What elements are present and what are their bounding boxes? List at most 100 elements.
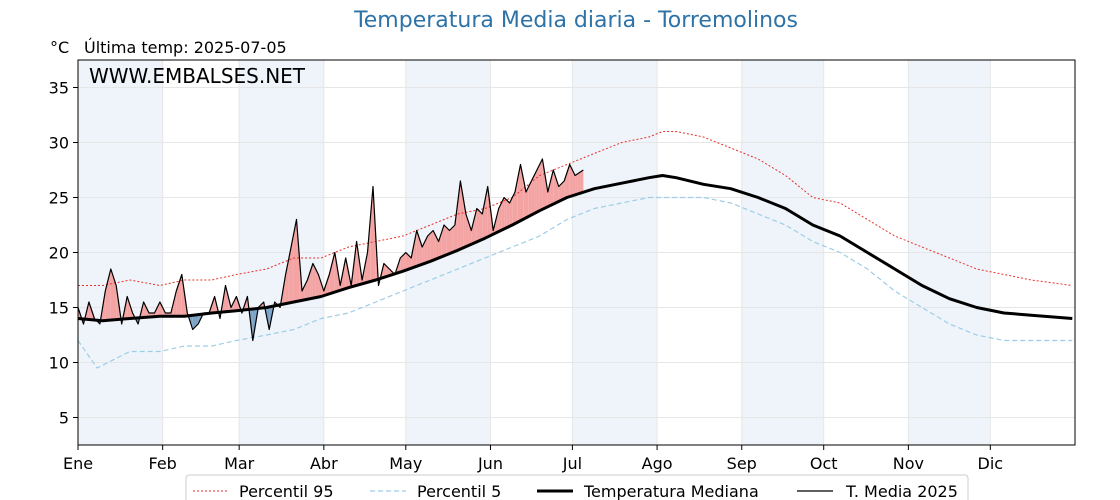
anomaly-fill — [195, 314, 199, 327]
anomaly-fill — [566, 164, 570, 198]
anomaly-fill — [433, 230, 436, 261]
anomaly-fill — [449, 227, 453, 254]
anomaly-fill — [408, 255, 412, 270]
anomaly-fill — [367, 219, 371, 283]
y-unit-label: °C — [50, 38, 70, 57]
anomaly-fill — [405, 252, 409, 271]
anomaly-fill — [479, 211, 483, 241]
anomaly-fill — [159, 302, 163, 317]
anomaly-fill — [539, 159, 543, 211]
y-tick-label: 25 — [49, 189, 69, 208]
anomaly-fill — [427, 233, 431, 263]
legend-label: T. Media 2025 — [845, 482, 958, 500]
anomaly-fill — [471, 219, 475, 245]
anomaly-fill — [310, 263, 313, 299]
x-tick-label: Ene — [63, 454, 93, 473]
anomaly-fill — [192, 314, 196, 330]
anomaly-fill — [296, 219, 300, 302]
anomaly-fill — [288, 247, 292, 304]
y-axis-ticks: 5 10 15 20 25 30 35 — [49, 79, 78, 428]
y-tick-label: 20 — [49, 244, 69, 263]
anomaly-fill — [501, 197, 505, 231]
x-tick-label: Mar — [224, 454, 255, 473]
anomaly-fill — [329, 263, 333, 294]
legend-label: Temperatura Mediana — [583, 482, 759, 500]
anomaly-fill — [416, 230, 420, 267]
anomaly-fill — [536, 164, 540, 213]
series-t-media-2025 — [77, 158, 584, 342]
series-percentil-95 — [78, 131, 1073, 286]
anomaly-fill — [233, 296, 237, 312]
anomaly-fill — [181, 274, 185, 317]
anomaly-fill — [454, 203, 458, 252]
anomaly-fill — [577, 171, 581, 194]
x-tick-label: Nov — [893, 454, 924, 473]
series-percentil-5 — [77, 196, 1073, 369]
anomaly-fill — [528, 181, 532, 217]
anomaly-fill — [318, 274, 322, 298]
chart-title: Temperatura Media diaria - Torremolinos — [354, 8, 798, 33]
anomaly-fill — [326, 274, 330, 295]
anomaly-fill — [468, 222, 472, 246]
x-tick-label: Jul — [562, 454, 582, 473]
anomaly-fill — [495, 208, 499, 233]
anomaly-fill — [525, 186, 529, 218]
x-tick-label: May — [389, 454, 422, 473]
anomaly-fill — [446, 227, 450, 255]
anomaly-fill — [424, 236, 428, 264]
y-tick-label: 10 — [49, 354, 69, 373]
y-tick-label: 5 — [59, 409, 69, 428]
anomaly-fill — [487, 186, 491, 237]
y-tick-label: 30 — [49, 134, 69, 153]
anomaly-fill — [353, 241, 357, 287]
anomaly-fill — [569, 164, 573, 197]
anomaly-fill — [517, 164, 521, 223]
legend: Percentil 95 Percentil 5 Temperatura Media… — [185, 474, 969, 500]
anomaly-fill — [173, 291, 177, 317]
anomaly-fill — [435, 236, 439, 260]
anomaly-fill — [403, 252, 406, 272]
anomaly-fill — [400, 255, 404, 273]
anomaly-fill — [512, 192, 516, 225]
anomaly-fill — [373, 186, 376, 281]
anomaly-fill — [176, 282, 180, 317]
anomaly-fill — [110, 269, 114, 321]
anomaly-fill — [558, 183, 562, 202]
anomaly-fill — [127, 296, 130, 319]
anomaly-fill — [422, 241, 425, 265]
anomaly-fill — [364, 252, 368, 284]
anomaly-fill — [556, 178, 559, 203]
anomaly-fill — [509, 197, 513, 227]
series-lines — [77, 131, 1073, 369]
anomaly-fill — [252, 308, 256, 341]
x-tick-label: Sep — [727, 454, 757, 473]
anomaly-fill — [504, 197, 507, 229]
anomaly-fill — [108, 269, 111, 321]
anomaly-fill — [179, 274, 182, 317]
anomaly-fill — [545, 175, 548, 209]
anomaly-fill — [370, 186, 374, 282]
anomaly-fill — [342, 258, 346, 290]
grid-lines — [77, 60, 1075, 445]
anomaly-fill — [482, 200, 485, 240]
anomaly-fill — [520, 164, 524, 221]
watermark: WWW.EMBALSES.NET — [89, 64, 306, 88]
anomaly-fill — [291, 233, 294, 303]
anomaly-fill — [465, 214, 469, 247]
anomaly-fill — [413, 230, 417, 268]
anomaly-fill — [383, 263, 387, 278]
anomaly-fill — [506, 200, 510, 228]
last-temp-label: Última temp: 2025-07-05 — [84, 38, 287, 57]
anomaly-fill — [430, 230, 434, 262]
x-tick-label: Oct — [810, 454, 838, 473]
anomaly-fill — [476, 208, 480, 242]
y-tick-label: 15 — [49, 299, 69, 318]
anomaly-fill — [547, 181, 551, 207]
anomaly-fill — [143, 302, 147, 318]
x-tick-label: Dic — [978, 454, 1004, 473]
anomaly-fill — [334, 252, 338, 293]
anomaly-fill — [498, 203, 502, 232]
anomaly-fill — [345, 258, 349, 289]
x-tick-label: Ago — [642, 454, 673, 473]
anomaly-fill — [572, 170, 576, 196]
